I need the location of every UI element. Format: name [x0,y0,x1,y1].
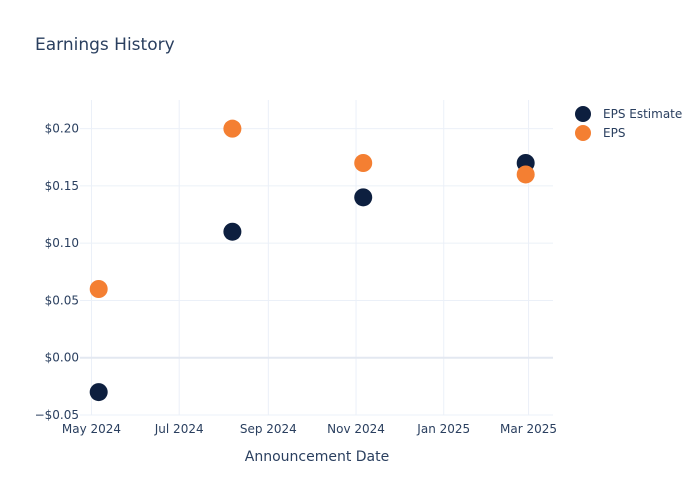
data-points [89,119,535,402]
x-tick-label: Mar 2025 [500,422,557,436]
series-eps [89,119,535,298]
x-axis-title: Announcement Date [245,449,389,465]
y-tick-label: $0.00 [45,351,79,365]
legend-item[interactable]: EPS Estimate [575,106,682,122]
x-tick-label: Sep 2024 [240,422,297,436]
legend-label: EPS Estimate [603,107,682,121]
legend-marker [575,125,591,141]
data-point[interactable] [89,280,108,298]
y-tick-label: $0.10 [45,236,79,250]
data-point[interactable] [354,154,373,172]
y-tick-label: $0.15 [45,179,79,193]
data-point[interactable] [516,165,535,184]
legend[interactable]: EPS Estimate EPS [575,106,682,141]
grid-lines [80,100,553,416]
legend-item[interactable]: EPS [575,125,625,141]
x-tick-label: Jan 2025 [416,422,470,436]
x-axis: May 2024 Jul 2024 Sep 2024 Nov 2024 Jan 2025… [62,422,557,436]
legend-marker [575,106,591,122]
data-point[interactable] [354,188,373,207]
data-point[interactable] [89,383,108,402]
chart-title: Earnings History [35,35,175,55]
y-tick-label: $0.20 [45,122,79,136]
data-point[interactable] [223,119,242,138]
x-tick-label: Jul 2024 [154,422,204,436]
x-tick-label: May 2024 [62,422,121,436]
series-eps-estimate [89,154,535,402]
legend-label: EPS [603,126,625,140]
y-axis: −$0.05 $0.00 $0.05 $0.10 $0.15 $0.20 [35,122,79,422]
y-tick-label: −$0.05 [35,408,79,422]
x-tick-label: Nov 2024 [327,422,385,436]
y-tick-label: $0.05 [45,293,79,307]
data-point[interactable] [223,222,242,241]
